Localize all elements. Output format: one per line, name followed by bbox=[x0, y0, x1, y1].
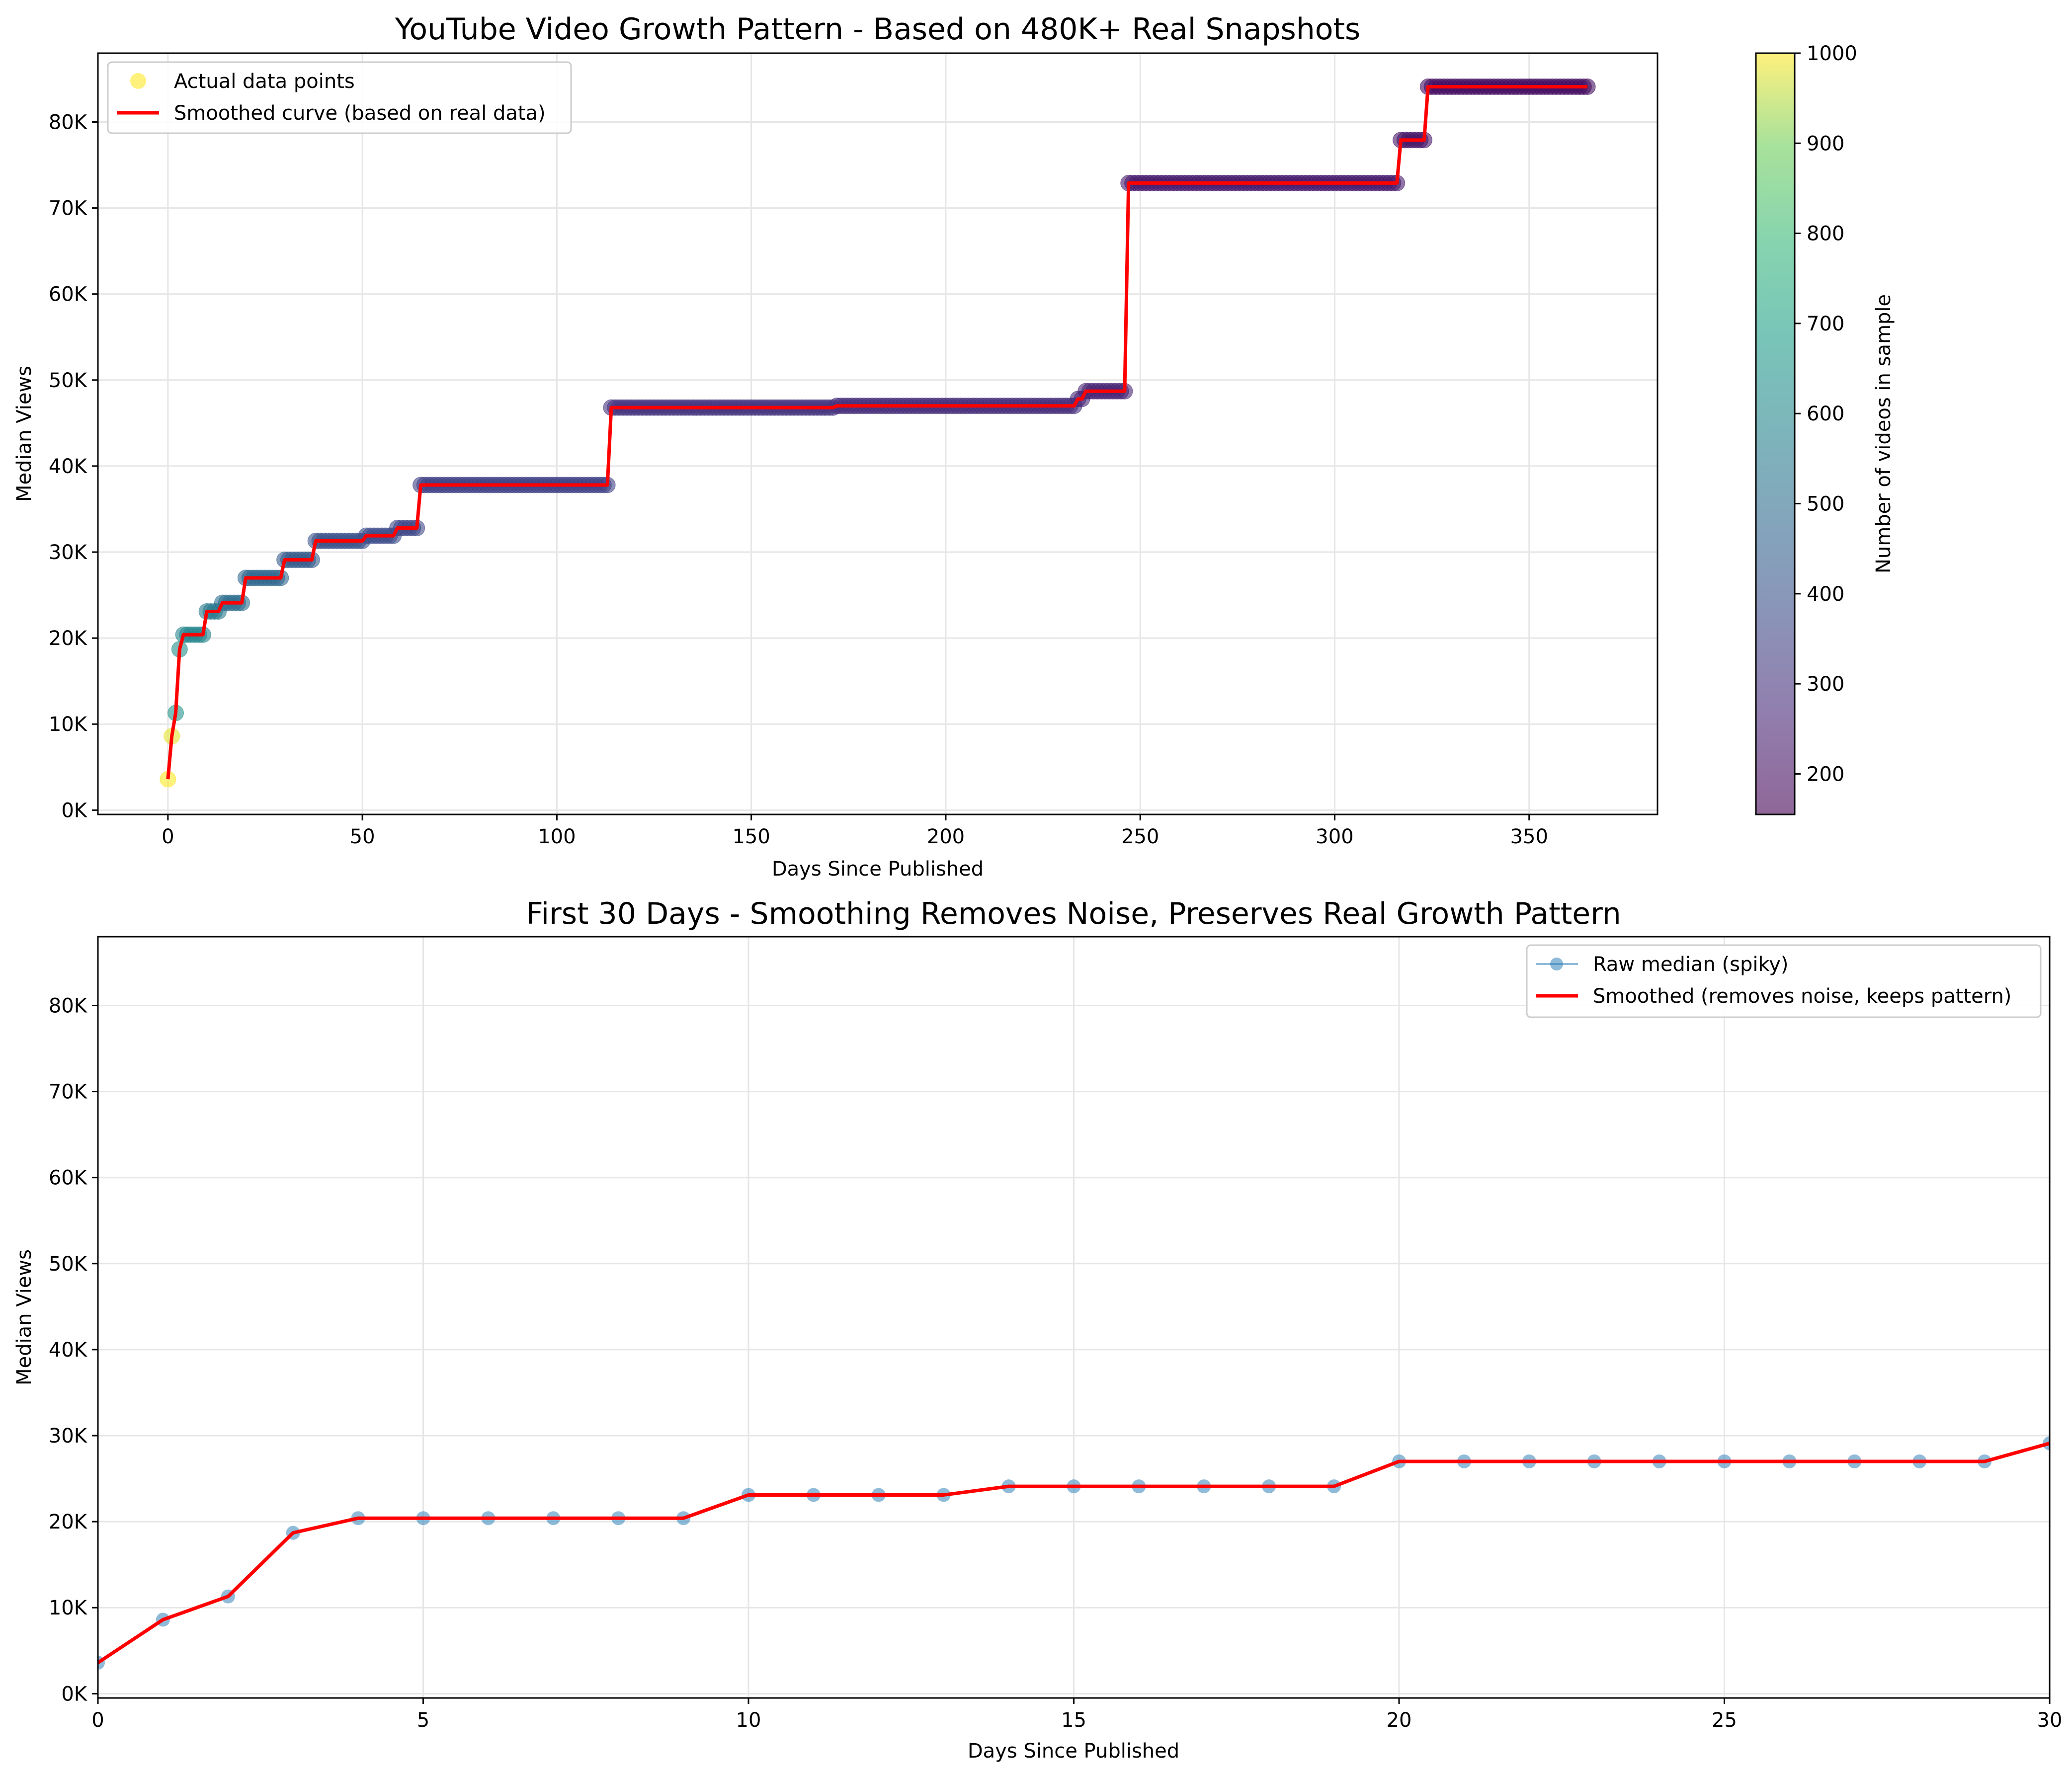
top-chart-x-ticks: 0 50 100 150 200 250 300 350 bbox=[162, 814, 1548, 848]
y-tick-label: 80K bbox=[49, 111, 88, 134]
y-tick-label: 20K bbox=[49, 627, 88, 650]
y-tick-label: 20K bbox=[49, 1511, 88, 1533]
legend-box bbox=[107, 61, 572, 134]
x-tick-label: 200 bbox=[927, 825, 965, 848]
colorbar: 200 300 400 500 600 700 800 900 1000 Number of v… bbox=[1755, 42, 1895, 815]
x-tick-label: 250 bbox=[1121, 825, 1159, 848]
x-tick-label: 0 bbox=[162, 825, 174, 848]
bottom-chart-grid bbox=[97, 937, 2051, 1698]
legend-label-actual-points: Actual data points bbox=[174, 70, 355, 93]
y-tick-label: 0K bbox=[61, 799, 87, 822]
smoothed-curve bbox=[166, 85, 1588, 780]
bottom-chart-x-label: Days Since Published bbox=[968, 1740, 1179, 1763]
colorbar-tick-label: 500 bbox=[1807, 493, 1844, 516]
top-chart-frame bbox=[97, 52, 1658, 815]
colorbar-tick-label: 400 bbox=[1807, 583, 1844, 606]
legend-marker-actual-points bbox=[130, 73, 146, 89]
x-tick-label: 10 bbox=[736, 1709, 761, 1732]
y-tick-label: 40K bbox=[49, 455, 88, 478]
bottom-chart-plot bbox=[98, 1436, 2050, 1670]
bottom-chart: First 30 Days - Smoothing Removes Noise,… bbox=[13, 896, 2062, 1763]
x-tick-label: 30 bbox=[2037, 1709, 2063, 1732]
top-chart-y-ticks: 0K 10K 20K 30K 40K 50K 60K 70K 80K bbox=[49, 111, 98, 822]
y-tick-label: 60K bbox=[49, 283, 88, 306]
x-tick-label: 350 bbox=[1510, 825, 1548, 848]
legend-marker-raw-median-point bbox=[1550, 958, 1563, 970]
x-tick-label: 0 bbox=[91, 1709, 104, 1732]
legend-box bbox=[1526, 944, 2042, 1018]
x-tick-label: 15 bbox=[1061, 1709, 1086, 1732]
colorbar-gradient bbox=[1755, 52, 1796, 815]
top-chart: YouTube Video Growth Pattern - Based on … bbox=[13, 12, 1895, 881]
colorbar-tick-label: 700 bbox=[1807, 313, 1844, 335]
y-tick-label: 70K bbox=[49, 1081, 88, 1104]
x-tick-label: 150 bbox=[732, 825, 770, 848]
colorbar-tick-label: 200 bbox=[1807, 763, 1844, 786]
top-chart-legend: Actual data points Smoothed curve (based… bbox=[107, 61, 572, 134]
x-tick-label: 5 bbox=[417, 1709, 429, 1732]
y-tick-label: 50K bbox=[49, 1253, 88, 1276]
top-chart-x-label: Days Since Published bbox=[772, 858, 984, 881]
colorbar-ticks: 200 300 400 500 600 700 800 900 1000 bbox=[1795, 42, 1857, 786]
y-tick-label: 30K bbox=[49, 541, 88, 564]
colorbar-tick-label: 800 bbox=[1807, 223, 1844, 245]
smoothed-line bbox=[98, 1442, 2050, 1664]
y-tick-label: 40K bbox=[49, 1339, 88, 1362]
y-tick-label: 10K bbox=[49, 713, 88, 736]
bottom-chart-y-ticks: 0K 10K 20K 30K 40K 50K 60K 70K 80K bbox=[49, 994, 98, 1705]
top-chart-title: YouTube Video Growth Pattern - Based on … bbox=[395, 12, 1361, 47]
colorbar-label: Number of videos in sample bbox=[1872, 294, 1895, 573]
legend-label-raw-median: Raw median (spiky) bbox=[1593, 953, 1788, 976]
bottom-chart-y-label: Median Views bbox=[13, 1249, 36, 1385]
bottom-chart-x-ticks: 0 5 10 15 20 25 30 bbox=[91, 1698, 2062, 1732]
colorbar-tick-label: 600 bbox=[1807, 403, 1844, 425]
bottom-chart-title: First 30 Days - Smoothing Removes Noise,… bbox=[526, 896, 1621, 931]
y-tick-label: 0K bbox=[61, 1683, 87, 1705]
legend-label-smoothed: Smoothed (removes noise, keeps pattern) bbox=[1593, 985, 2011, 1008]
x-tick-label: 300 bbox=[1316, 825, 1353, 848]
colorbar-tick-label: 1000 bbox=[1807, 42, 1857, 65]
y-tick-label: 30K bbox=[49, 1425, 88, 1448]
colorbar-tick-label: 300 bbox=[1807, 673, 1844, 696]
top-chart-plot bbox=[160, 79, 1596, 788]
colorbar-tick-label: 900 bbox=[1807, 132, 1844, 155]
bottom-chart-legend: Raw median (spiky) Smoothed (removes noi… bbox=[1526, 944, 2042, 1018]
x-tick-label: 100 bbox=[538, 825, 576, 848]
y-tick-label: 70K bbox=[49, 197, 88, 220]
y-tick-label: 50K bbox=[49, 369, 88, 392]
x-tick-label: 25 bbox=[1712, 1709, 1737, 1732]
y-tick-label: 60K bbox=[49, 1167, 88, 1190]
x-tick-label: 50 bbox=[350, 825, 375, 848]
top-chart-grid bbox=[98, 53, 1658, 814]
x-tick-label: 20 bbox=[1387, 1709, 1412, 1732]
top-chart-y-label: Median Views bbox=[13, 366, 36, 502]
y-tick-label: 10K bbox=[49, 1597, 88, 1619]
legend-label-smoothed-curve: Smoothed curve (based on real data) bbox=[174, 102, 546, 125]
y-tick-label: 80K bbox=[49, 994, 88, 1017]
